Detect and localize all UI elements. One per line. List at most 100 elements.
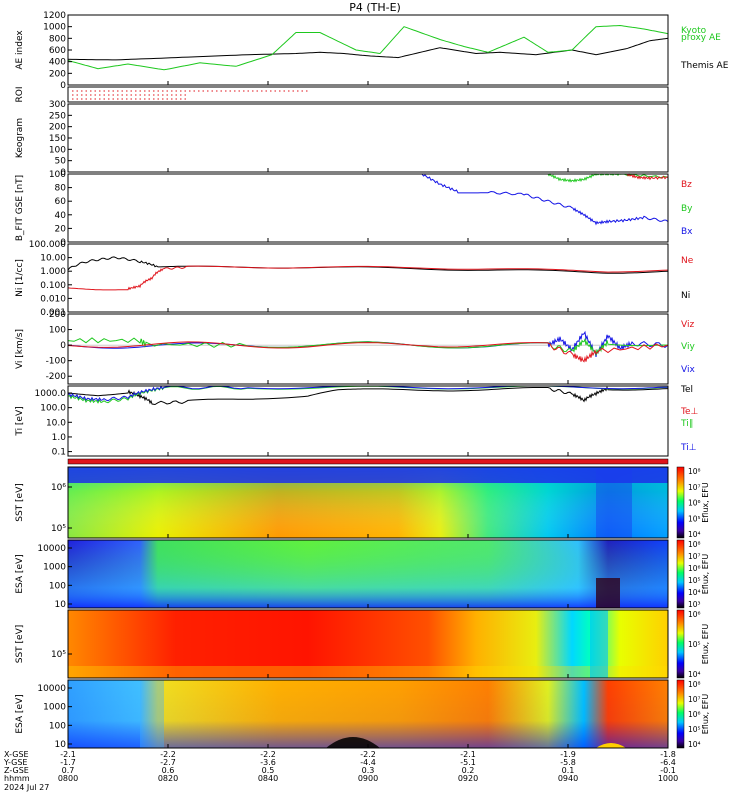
ae-legend-entry: Themis AE [680,61,729,71]
x-axis-tick-y: -4.4 [360,758,376,767]
density-ytick-label: 100.000 [29,240,66,250]
x-axis-tick-z: -0.1 [660,766,676,775]
ae-ytick-label: 600 [49,46,66,56]
temperature-legend-entry: Ti∥ [680,419,693,429]
ae-frame [67,14,669,86]
ae-ytick-label: 1200 [43,11,66,21]
keogram-ytick-label: 50 [55,157,67,167]
velocity-series-viz [67,341,669,363]
temperature-legend-entry: Te⊥ [680,407,699,417]
esa-i-feature [326,737,380,748]
velocity-ytick-label: 200 [49,310,66,320]
plot-title: P4 (TH-E) [349,1,401,14]
x-axis-tick-x: -2.2 [260,750,276,759]
temperature-ytick-label: 10.0 [46,418,66,428]
bfield-legend-entry: Bz [681,180,692,190]
esa_e-colorbar-tick: 10⁵ [688,576,701,585]
esa_i-colorbar-tick: 10⁶ [688,710,701,719]
velocity-ylabel: Vi [km/s] [15,329,25,369]
sst_e-colorbar-tick: 10⁸ [688,467,701,476]
ae-ylabel: AE index [15,30,25,70]
sst_e-ylabel: SST [eV] [15,483,25,522]
x-axis-tick-t: 1000 [658,774,678,783]
velocity-ytick-label: -100 [46,357,67,367]
bfield-ytick-label: 40 [55,211,67,221]
esa-i-feature [596,743,626,748]
sst_e-colorbar-tick: 10⁷ [688,483,701,492]
sst_e-colorbar-tick: 10⁵ [688,514,701,523]
esa_e-colorbar-tick: 10⁶ [688,564,701,573]
esa_e-colorbar-tick: 10³ [688,600,701,609]
bfield-ytick-label: 20 [55,224,67,234]
density-legend-entry: Ni [681,291,690,301]
esa_i-colorbar-tick: 10⁵ [688,725,701,734]
sst-e-dropout [596,467,632,538]
sst-e-top-band [68,467,668,483]
density-ytick-label: 0.010 [40,294,66,304]
orbit-flag-bar [67,458,669,465]
esa_e-colorbar-tick: 10⁸ [688,540,701,549]
temperature-ytick-label: 100.0 [40,404,66,414]
x-axis-tick-z: 0.5 [262,766,275,775]
keogram-ytick-label: 200 [49,123,66,133]
x-axis-tick-y: -2.7 [160,758,176,767]
sst_e-colorbar-tick: 10⁴ [688,530,701,539]
x-axis-tick-y: -5.1 [460,758,476,767]
esa-e-dropout [596,578,620,608]
x-axis-row-label: 2024 Jul 27 [4,783,49,792]
sst_i-ylabel: SST [eV] [15,625,25,664]
bfield-ytick-label: 60 [55,197,67,207]
velocity-frame [67,313,669,385]
sst_e-colorbar [676,466,685,539]
x-axis-tick-x: -1.9 [560,750,576,759]
esa_e-ytick-label: 1000 [43,563,66,573]
density-ylabel: Ni [1/cc] [15,259,25,297]
esa_e-ytick-label: 10000 [37,544,66,554]
sst-i-shade [68,666,668,678]
sst_e-colorbar-tick: 10⁶ [688,499,701,508]
x-axis-tick-x: -2.2 [360,750,376,759]
temperature-ytick-label: 1000.0 [35,389,67,399]
x-axis-tick-x: -2.1 [460,750,476,759]
x-axis-tick-z: 0.1 [562,766,575,775]
density-frame [67,243,669,313]
esa_i-colorbar-tick: 10⁷ [688,695,701,704]
esa-i-shade [68,680,668,748]
temperature-series-ti- [67,385,668,402]
x-axis-tick-z: 0.7 [62,766,75,775]
esa_i-colorbar [676,679,685,749]
esa_i-colorbar-tick: 10⁸ [688,680,701,689]
x-axis-tick-z: 0.3 [362,766,375,775]
sst_e-ytick-label: 10⁵ [51,524,66,534]
esa_i-colorbar-label: Eflux, EFU [701,694,710,735]
x-axis-tick-y: -6.4 [660,758,676,767]
x-axis-tick-y: -1.7 [60,758,76,767]
velocity-ytick-label: -200 [46,372,67,382]
x-axis-tick-t: 0900 [358,774,378,783]
velocity-ytick-label: 100 [49,326,66,336]
temperature-ylabel: Ti [eV] [15,406,25,436]
x-axis-row-label: X-GSE [4,750,29,759]
bfield-ylabel: B_FIT GSE [nT] [15,175,25,241]
sst_i-ytick-label: 10⁵ [51,650,66,660]
x-axis-tick-x: -2.2 [160,750,176,759]
keogram-ytick-label: 300 [49,100,66,110]
temperature-legend-entry: Tel [680,385,693,395]
sst_e-colorbar-label: Eflux, EFU [701,482,710,523]
density-ytick-label: 10.00 [40,254,66,264]
ae-legend-entry: proxy AE [681,33,721,43]
ae-ytick-label: 400 [49,58,66,68]
x-axis-tick-t: 0800 [58,774,78,783]
esa-e-shade [68,540,668,608]
x-axis-row-label: Z-GSE [4,766,29,775]
esa_e-colorbar-tick: 10⁴ [688,588,701,597]
esa_e-colorbar-tick: 10⁷ [688,552,701,561]
sst_i-colorbar-tick: 10⁵ [688,640,701,649]
x-axis-tick-y: -3.6 [260,758,276,767]
bfield-ytick-label: 80 [55,184,67,194]
x-axis-row-label: Y-GSE [3,758,27,767]
bfield-frame [67,173,669,243]
